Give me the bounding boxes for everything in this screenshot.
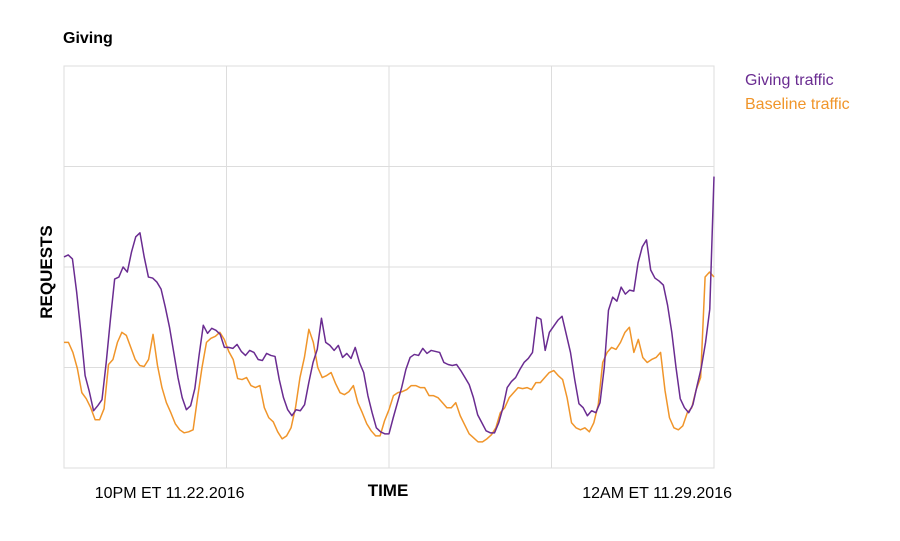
series-lines xyxy=(63,176,715,443)
y-axis-title: REQUESTS xyxy=(37,225,56,319)
x-axis-title: TIME xyxy=(368,481,409,500)
legend-entry: Baseline traffic xyxy=(745,96,850,113)
legend-entry: Giving traffic xyxy=(745,72,834,89)
x-tick-labels: 10PM ET 11.22.2016 12AM ET 11.29.2016 xyxy=(95,485,732,502)
x-tick-label: 12AM ET 11.29.2016 xyxy=(582,485,732,502)
series-line-giving-traffic xyxy=(63,176,715,435)
chart-title: Giving xyxy=(63,30,113,47)
x-tick-label: 10PM ET 11.22.2016 xyxy=(95,485,245,502)
legend: Giving traffic Baseline traffic xyxy=(745,72,850,113)
grid-lines xyxy=(64,66,714,468)
